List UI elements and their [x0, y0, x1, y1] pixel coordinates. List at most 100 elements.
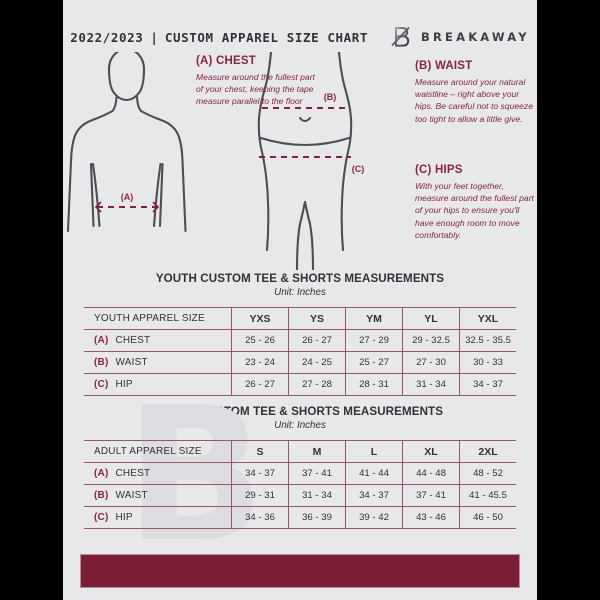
adult-waist-m: 31 - 34	[288, 484, 346, 507]
youth-waist-yxl: 30 - 33	[459, 351, 516, 374]
youth-row-key-chest: (A)	[94, 335, 109, 346]
youth-chest-ys: 26 - 27	[288, 329, 346, 352]
youth-chest-ym: 27 - 29	[345, 329, 403, 352]
youth-column-ys: YS	[288, 307, 346, 330]
table-row: (B) WAIST 29 - 31 31 - 34 34 - 37 37 - 4…	[84, 484, 516, 507]
adult-size-table: ADULT APPAREL SIZE S M L XL 2XL (A) CHES…	[84, 440, 516, 529]
brand-logo: BREAKAWAY	[390, 25, 530, 49]
youth-hip-ym: 28 - 31	[345, 373, 403, 396]
lower-body-left	[257, 52, 273, 252]
adult-table-title: ADULT CUSTOM TEE & SHORTS MEASUREMENTS	[156, 405, 444, 418]
youth-column-yxl: YXL	[459, 307, 516, 330]
adult-hip-l: 39 - 42	[345, 506, 403, 529]
hips-measure-label: (C)	[352, 164, 365, 174]
torso-sides	[89, 162, 164, 228]
left-shoulder-arm	[66, 95, 118, 233]
body-figures: (A) (B)	[66, 52, 365, 270]
adult-column-xl: XL	[402, 440, 460, 463]
adult-hip-m: 36 - 39	[288, 506, 346, 529]
adult-row-name-waist: WAIST	[115, 490, 148, 501]
lower-body-right	[337, 52, 353, 252]
youth-row-label-chest: (A) CHEST	[84, 329, 232, 352]
youth-hip-yxs: 26 - 27	[231, 373, 289, 396]
header-separator: |	[150, 29, 158, 45]
adult-column-s: S	[231, 440, 289, 463]
adult-row-key-hip: (C)	[94, 512, 109, 523]
measurement-diagram: (A) (B)	[63, 52, 537, 270]
adult-row-label-waist: (B) WAIST	[84, 484, 232, 507]
adult-waist-l: 34 - 37	[345, 484, 403, 507]
adult-waist-xl: 37 - 41	[402, 484, 460, 507]
youth-row-key-hip: (C)	[94, 379, 109, 390]
adult-column-l: L	[345, 440, 403, 463]
leg-separation	[295, 200, 315, 270]
head-outline	[107, 52, 146, 102]
youth-hip-yxl: 34 - 37	[459, 373, 516, 396]
note-chest-body: Measure around the fullest part of your …	[196, 72, 315, 107]
chest-measure-line	[94, 201, 160, 213]
breakaway-b-monogram-icon	[391, 26, 410, 47]
adult-waist-s: 29 - 31	[231, 484, 289, 507]
note-waist-body: Measure around your natural waistline – …	[415, 77, 534, 124]
adult-row-name-chest: CHEST	[115, 468, 151, 479]
adult-chest-s: 34 - 37	[231, 462, 289, 485]
navel-mark	[298, 116, 312, 123]
adult-table-unit: Unit: Inches	[274, 420, 326, 431]
table-row: (C) HIP 34 - 36 36 - 39 39 - 42 43 - 46 …	[84, 506, 516, 529]
waist-measure-label: (B)	[324, 92, 337, 102]
youth-row-label-hip: (C) HIP	[84, 373, 232, 396]
adult-column-m: M	[288, 440, 346, 463]
page-header: 2022/2023 | CUSTOM APPAREL SIZE CHART BR	[63, 20, 537, 54]
right-shoulder-arm	[135, 95, 187, 233]
youth-column-ym: YM	[345, 307, 403, 330]
size-chart-page: 2022/2023 | CUSTOM APPAREL SIZE CHART BR	[63, 0, 537, 600]
chest-measure-label: (A)	[121, 192, 134, 202]
note-waist: (B) WAIST Measure around your natural wa…	[415, 60, 535, 125]
adult-waist-2xl: 41 - 45.5	[459, 484, 516, 507]
youth-row-label-waist: (B) WAIST	[84, 351, 232, 374]
youth-table-unit: Unit: Inches	[274, 287, 326, 298]
youth-chest-yxs: 25 - 26	[231, 329, 289, 352]
adult-chest-m: 37 - 41	[288, 462, 346, 485]
youth-hip-yl: 31 - 34	[402, 373, 460, 396]
youth-size-table: YOUTH APPAREL SIZE YXS YS YM YL YXL (A) …	[84, 307, 516, 396]
table-row: (A) CHEST 25 - 26 26 - 27 27 - 29 29 - 3…	[84, 329, 516, 352]
page-title: CUSTOM APPAREL SIZE CHART	[164, 29, 369, 45]
note-chest-title: (A) CHEST	[196, 55, 256, 67]
table-header-row: ADULT APPAREL SIZE S M L XL 2XL	[84, 440, 516, 463]
youth-waist-ym: 25 - 27	[345, 351, 403, 374]
note-hips-title: (C) HIPS	[415, 164, 463, 176]
note-chest: (A) CHEST Measure around the fullest par…	[196, 55, 321, 108]
table-header-row: YOUTH APPAREL SIZE YXS YS YM YL YXL	[84, 307, 516, 330]
table-row: (B) WAIST 23 - 24 24 - 25 25 - 27 27 - 3…	[84, 351, 516, 374]
youth-measurements-block: YOUTH CUSTOM TEE & SHORTS MEASUREMENTS U…	[63, 272, 537, 396]
youth-row-name-hip: HIP	[115, 379, 133, 390]
youth-chest-yl: 29 - 32.5	[402, 329, 460, 352]
adult-hip-s: 34 - 36	[231, 506, 289, 529]
table-row: (A) CHEST 34 - 37 37 - 41 41 - 44 44 - 4…	[84, 462, 516, 485]
adult-measurements-block: ADULT CUSTOM TEE & SHORTS MEASUREMENTS U…	[63, 399, 537, 559]
adult-row-name-hip: HIP	[115, 512, 133, 523]
note-hips-body: With your feet together, measure around …	[415, 181, 534, 240]
youth-row-key-waist: (B)	[94, 357, 109, 368]
adult-chest-2xl: 48 - 52	[459, 462, 516, 485]
youth-row-name-waist: WAIST	[115, 357, 148, 368]
brand-name: BREAKAWAY	[421, 30, 530, 44]
youth-table-title: YOUTH CUSTOM TEE & SHORTS MEASUREMENTS	[155, 272, 445, 285]
youth-column-yxs: YXS	[231, 307, 289, 330]
footer-bar	[80, 554, 520, 588]
adult-row-key-waist: (B)	[94, 490, 109, 501]
table-row: (C) HIP 26 - 27 27 - 28 28 - 31 31 - 34 …	[84, 373, 516, 396]
youth-waist-yxs: 23 - 24	[231, 351, 289, 374]
adult-row-label-chest: (A) CHEST	[84, 462, 232, 485]
adult-size-header: ADULT APPAREL SIZE	[84, 440, 232, 463]
adult-hip-xl: 43 - 46	[402, 506, 460, 529]
adult-column-2xl: 2XL	[459, 440, 516, 463]
note-waist-title: (B) WAIST	[415, 60, 473, 72]
note-hips: (C) HIPS With your feet together, measur…	[415, 164, 537, 241]
header-season: 2022/2023	[70, 29, 144, 45]
youth-hip-ys: 27 - 28	[288, 373, 346, 396]
adult-chest-l: 41 - 44	[345, 462, 403, 485]
hip-curve	[259, 136, 351, 147]
